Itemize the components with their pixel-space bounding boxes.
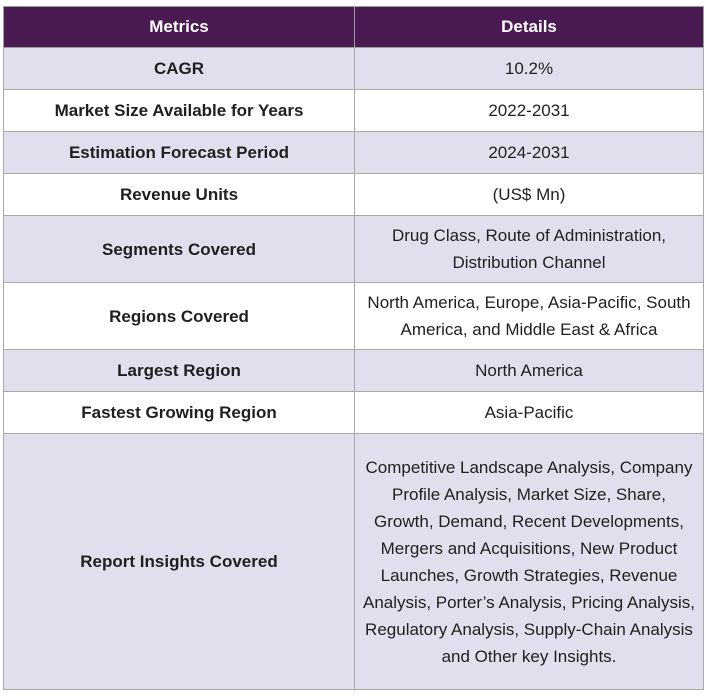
detail-cell: Drug Class, Route of Administration, Dis… [354, 215, 704, 283]
table-row: Regions Covered North America, Europe, A… [3, 282, 704, 350]
detail-cell: North America, Europe, Asia-Pacific, Sou… [354, 282, 704, 350]
metric-cell: Estimation Forecast Period [3, 131, 355, 174]
table-row: Fastest Growing Region Asia-Pacific [3, 391, 704, 434]
metric-cell: Regions Covered [3, 282, 355, 350]
table-row: Estimation Forecast Period 2024-2031 [3, 131, 704, 174]
metrics-column-header: Metrics [3, 6, 355, 48]
metric-cell: Fastest Growing Region [3, 391, 355, 434]
metric-cell: Largest Region [3, 349, 355, 392]
table-row: CAGR 10.2% [3, 47, 704, 90]
detail-cell: 10.2% [354, 47, 704, 90]
table-row: Largest Region North America [3, 349, 704, 392]
details-column-header: Details [354, 6, 704, 48]
detail-cell: 2022-2031 [354, 89, 704, 132]
table-row: Segments Covered Drug Class, Route of Ad… [3, 215, 704, 283]
detail-cell: Asia-Pacific [354, 391, 704, 434]
table-row: Market Size Available for Years 2022-203… [3, 89, 704, 132]
detail-cell: Competitive Landscape Analysis, Company … [354, 433, 704, 690]
metric-cell: CAGR [3, 47, 355, 90]
metrics-table: Metrics Details CAGR 10.2% Market Size A… [3, 6, 704, 690]
detail-cell: (US$ Mn) [354, 173, 704, 216]
metric-cell: Segments Covered [3, 215, 355, 283]
detail-cell: North America [354, 349, 704, 392]
metric-cell: Market Size Available for Years [3, 89, 355, 132]
detail-cell: 2024-2031 [354, 131, 704, 174]
metric-cell: Report Insights Covered [3, 433, 355, 690]
metric-cell: Revenue Units [3, 173, 355, 216]
table-row: Report Insights Covered Competitive Land… [3, 433, 704, 690]
table-header-row: Metrics Details [3, 6, 704, 48]
table-row: Revenue Units (US$ Mn) [3, 173, 704, 216]
